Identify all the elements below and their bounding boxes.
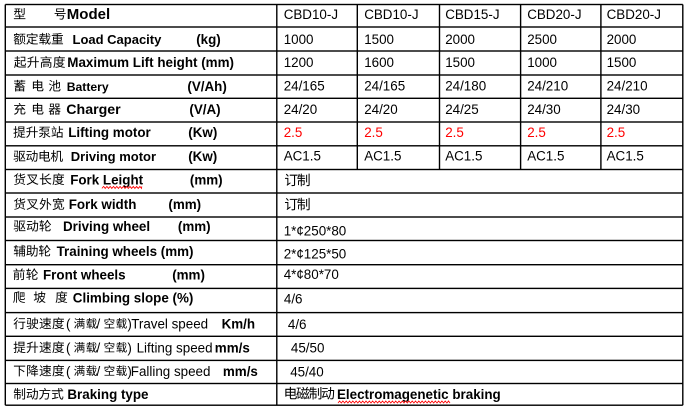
svg-text:24/30: 24/30 bbox=[607, 102, 641, 117]
svg-text:24/210: 24/210 bbox=[607, 79, 648, 94]
svg-text:1500: 1500 bbox=[445, 55, 475, 70]
svg-text:mm/s: mm/s bbox=[215, 340, 250, 355]
svg-text:(mm): (mm) bbox=[172, 268, 205, 283]
svg-text:): ) bbox=[127, 364, 131, 379]
svg-text:Load Capacity: Load Capacity bbox=[73, 32, 163, 47]
svg-text:CBD20-J: CBD20-J bbox=[527, 7, 581, 22]
svg-text:(Kw): (Kw) bbox=[188, 149, 217, 164]
svg-text:Model: Model bbox=[67, 6, 110, 23]
svg-text:AC1.5: AC1.5 bbox=[445, 148, 482, 163]
svg-text:(: ( bbox=[66, 340, 71, 355]
svg-text:(V/Ah): (V/Ah) bbox=[187, 79, 226, 94]
svg-text:AC1.5: AC1.5 bbox=[284, 148, 321, 163]
svg-text:1000: 1000 bbox=[527, 55, 557, 70]
svg-text:1*¢250*80: 1*¢250*80 bbox=[284, 223, 347, 238]
svg-text:CBD15-J: CBD15-J bbox=[445, 7, 499, 22]
svg-text:2.5: 2.5 bbox=[364, 125, 383, 140]
svg-text:(mm): (mm) bbox=[178, 219, 211, 234]
svg-text:1600: 1600 bbox=[364, 55, 394, 70]
svg-text:2.5: 2.5 bbox=[445, 125, 464, 140]
svg-text:Charger: Charger bbox=[66, 102, 121, 118]
svg-text:(: ( bbox=[66, 364, 71, 379]
svg-text:/: / bbox=[97, 340, 101, 355]
svg-text:Climbing slope (%): Climbing slope (%) bbox=[73, 290, 194, 305]
svg-text:Fork width: Fork width bbox=[69, 197, 137, 212]
svg-text:CBD10-J: CBD10-J bbox=[284, 7, 338, 22]
svg-text:24/25: 24/25 bbox=[445, 102, 479, 117]
svg-text:45/50: 45/50 bbox=[291, 341, 325, 356]
svg-text:Front wheels: Front wheels bbox=[43, 268, 126, 283]
svg-text:Battery: Battery bbox=[67, 80, 109, 94]
svg-text:): ) bbox=[127, 340, 131, 355]
svg-text:Fork Leight: Fork Leight bbox=[70, 172, 143, 187]
svg-text:24/210: 24/210 bbox=[527, 79, 568, 94]
svg-text:/: / bbox=[97, 364, 101, 379]
svg-text:24/165: 24/165 bbox=[284, 79, 325, 94]
svg-text:2.5: 2.5 bbox=[607, 125, 626, 140]
svg-text:(: ( bbox=[66, 317, 71, 332]
svg-text:Braking type: Braking type bbox=[67, 387, 148, 402]
svg-text:2000: 2000 bbox=[445, 32, 475, 47]
svg-text:Travel speed: Travel speed bbox=[131, 317, 208, 332]
svg-text:(V/A): (V/A) bbox=[189, 102, 220, 117]
svg-text:1500: 1500 bbox=[364, 32, 394, 47]
svg-text:AC1.5: AC1.5 bbox=[364, 148, 401, 163]
svg-text:Maximum Lift height (mm): Maximum Lift height (mm) bbox=[67, 55, 234, 70]
svg-text:Lifting speed: Lifting speed bbox=[137, 340, 213, 355]
svg-text:(kg): (kg) bbox=[196, 32, 221, 47]
svg-text:24/20: 24/20 bbox=[364, 102, 398, 117]
svg-text:Lifting motor: Lifting motor bbox=[68, 125, 151, 140]
svg-text:24/20: 24/20 bbox=[284, 102, 318, 117]
svg-text:24/180: 24/180 bbox=[445, 79, 486, 94]
svg-text:2000: 2000 bbox=[607, 32, 637, 47]
svg-text:AC1.5: AC1.5 bbox=[527, 148, 564, 163]
svg-text:Driving wheel: Driving wheel bbox=[63, 219, 150, 234]
svg-text:24/30: 24/30 bbox=[527, 102, 561, 117]
svg-text:2500: 2500 bbox=[527, 32, 557, 47]
svg-text:mm/s: mm/s bbox=[223, 364, 258, 379]
svg-text:): ) bbox=[127, 317, 131, 332]
svg-text:2.5: 2.5 bbox=[527, 125, 546, 140]
svg-text:Electromagenetic braking: Electromagenetic braking bbox=[337, 387, 501, 402]
svg-text:AC1.5: AC1.5 bbox=[607, 148, 644, 163]
svg-text:Km/h: Km/h bbox=[222, 317, 255, 332]
svg-text:4/6: 4/6 bbox=[288, 317, 307, 332]
svg-text:2*¢125*50: 2*¢125*50 bbox=[284, 246, 347, 261]
svg-text:45/40: 45/40 bbox=[290, 364, 324, 379]
svg-text:1000: 1000 bbox=[284, 32, 314, 47]
svg-text:(mm): (mm) bbox=[168, 197, 201, 212]
svg-text:1200: 1200 bbox=[284, 55, 314, 70]
svg-text:2.5: 2.5 bbox=[284, 125, 303, 140]
svg-text:(mm): (mm) bbox=[190, 172, 223, 187]
svg-text:Training wheels (mm): Training wheels (mm) bbox=[57, 244, 194, 259]
svg-text:24/165: 24/165 bbox=[364, 79, 405, 94]
svg-text:(Kw): (Kw) bbox=[188, 125, 217, 140]
svg-text:Driving motor: Driving motor bbox=[71, 149, 156, 164]
svg-text:1500: 1500 bbox=[607, 55, 637, 70]
svg-text:4*¢80*70: 4*¢80*70 bbox=[284, 267, 339, 282]
svg-text:CBD20-J: CBD20-J bbox=[607, 7, 661, 22]
svg-text:Falling speed: Falling speed bbox=[131, 364, 211, 379]
svg-text:/: / bbox=[97, 317, 101, 332]
svg-text:4/6: 4/6 bbox=[284, 292, 303, 307]
svg-text:CBD10-J: CBD10-J bbox=[364, 7, 418, 22]
